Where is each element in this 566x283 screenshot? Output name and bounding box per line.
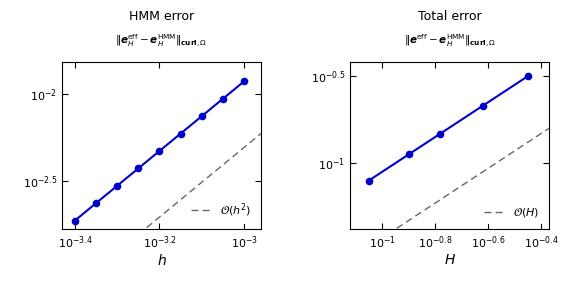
Title: HMM error: HMM error xyxy=(129,10,194,23)
Title: Total error: Total error xyxy=(418,10,482,23)
X-axis label: $h$: $h$ xyxy=(157,254,166,269)
Text: $\|\boldsymbol{e}_H^{\mathrm{eff}} - \boldsymbol{e}_H^{\mathrm{HMM}}\|_{\mathbf{: $\|\boldsymbol{e}_H^{\mathrm{eff}} - \bo… xyxy=(115,32,208,49)
Legend: $\mathcal{O}(h^2)$: $\mathcal{O}(h^2)$ xyxy=(187,197,255,224)
X-axis label: $H$: $H$ xyxy=(444,254,456,267)
Text: $\|\boldsymbol{e}^{\mathrm{eff}} - \boldsymbol{e}_H^{\mathrm{HMM}}\|_{\mathbf{cu: $\|\boldsymbol{e}^{\mathrm{eff}} - \bold… xyxy=(404,32,496,49)
Legend: $\mathcal{O}(H)$: $\mathcal{O}(H)$ xyxy=(479,202,543,224)
